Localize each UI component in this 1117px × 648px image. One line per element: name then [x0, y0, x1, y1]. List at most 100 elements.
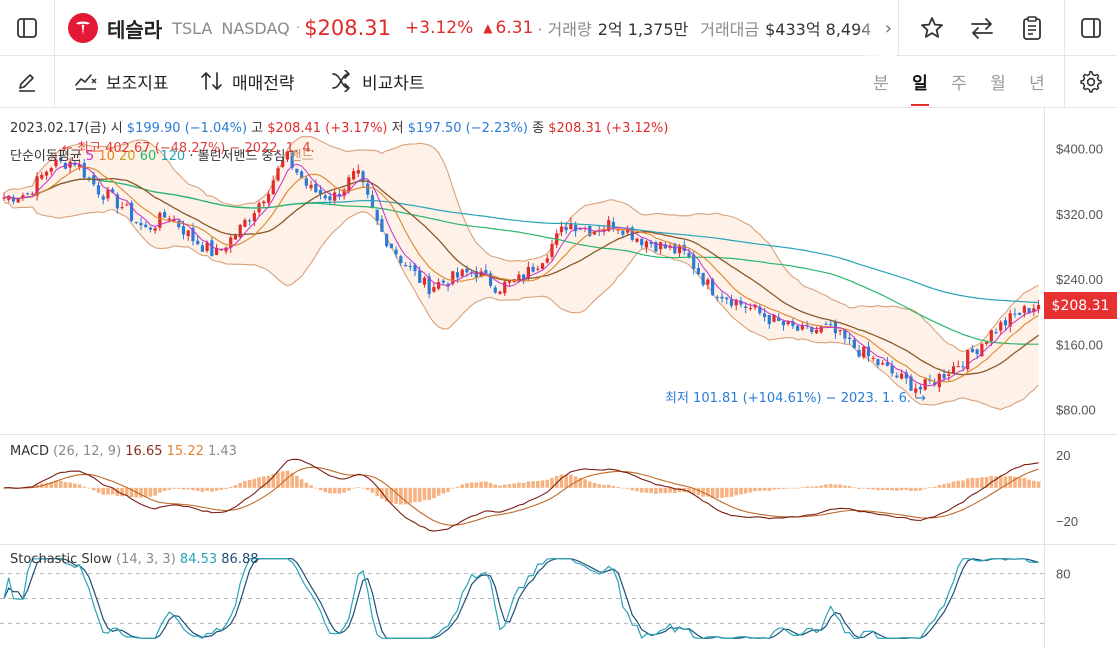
candle-body: [838, 330, 842, 332]
candle: [715, 295, 719, 302]
macd-histogram-bar: [1027, 479, 1031, 488]
macd-histogram-bar: [110, 487, 115, 495]
more-info-button[interactable]: ›: [856, 0, 896, 56]
macd-histogram-bar: [564, 474, 568, 488]
candle-body: [432, 287, 436, 292]
candle-body: [592, 231, 597, 235]
candle-body: [351, 171, 356, 180]
macd-histogram-bar: [814, 486, 819, 488]
switch-button[interactable]: [955, 0, 1009, 56]
candle: [158, 211, 162, 232]
macd-histogram-bar: [271, 474, 276, 488]
candle-body: [460, 269, 464, 277]
macd-histogram-bar: [621, 487, 625, 489]
candle-body: [1008, 313, 1012, 327]
price-axis-tick-label: $160.00: [1056, 337, 1103, 352]
candle-body: [881, 363, 885, 365]
amount-label: 거래대금: [700, 20, 760, 39]
high-value: $208.41 (+3.17%): [267, 121, 388, 136]
period-tab-month[interactable]: 월: [990, 73, 1006, 94]
macd-histogram-bar: [852, 487, 857, 488]
right-panel-toggle-button[interactable]: [1064, 0, 1117, 56]
macd-histogram-bar: [578, 477, 583, 488]
macd-histogram-bar: [120, 487, 124, 497]
candle: [342, 187, 346, 200]
candle-body: [96, 185, 101, 195]
ma5-label: 5: [85, 149, 95, 164]
separator-dot: ·: [295, 20, 301, 36]
candle: [961, 361, 965, 371]
candle-body: [125, 204, 129, 206]
macd-histogram-bar: [635, 487, 639, 492]
candle-body: [607, 220, 611, 231]
candle-body: [767, 315, 771, 325]
candle: [909, 374, 913, 392]
macd-histogram-bar: [158, 487, 162, 493]
chart-settings-button[interactable]: [1064, 56, 1117, 108]
compare-button[interactable]: 비교차트: [330, 56, 425, 106]
draw-button[interactable]: [0, 56, 54, 108]
sidebar-panel-icon: [17, 18, 37, 38]
candle-body: [829, 324, 833, 326]
ma5-line: [3, 162, 1039, 387]
candle-body: [229, 237, 233, 248]
candle-body: [309, 184, 313, 189]
period-tab-minute[interactable]: 분: [873, 73, 889, 94]
candle-body: [484, 270, 488, 274]
candle-body: [11, 197, 16, 202]
pencil-icon: [19, 74, 35, 92]
high-label: 고: [251, 121, 264, 136]
candle: [640, 237, 644, 249]
candle-body: [781, 321, 786, 326]
clipboard-icon: [1023, 16, 1041, 40]
candle-body: [153, 228, 157, 231]
macd-histogram-bar: [668, 487, 672, 493]
compare-arrows-icon: [332, 70, 350, 92]
bollinger-upper-line: [3, 136, 1039, 353]
candle: [649, 239, 653, 248]
memo-button[interactable]: [1005, 0, 1059, 56]
macd-histogram-bar: [224, 487, 228, 489]
strategy-label: 매매전략: [232, 73, 295, 94]
candle-body: [800, 324, 804, 330]
macd-histogram-bar: [772, 487, 776, 490]
favorite-button[interactable]: [905, 0, 959, 56]
candle: [101, 194, 105, 205]
candle-body: [233, 235, 238, 240]
macd-histogram-bar: [276, 472, 280, 488]
candle: [21, 192, 25, 201]
macd-axis-tick-label: 20: [1056, 448, 1070, 463]
indicator-legend: 단순이동평균 5 10 20 60 120 · 볼린저밴드 중심 밴드: [10, 145, 314, 164]
macd-histogram-bar: [611, 485, 616, 488]
candle-body: [408, 265, 412, 267]
candle-body: [890, 365, 894, 374]
sidebar-toggle-button[interactable]: [0, 0, 54, 56]
candle-body: [158, 212, 162, 228]
macd-histogram-bar: [828, 483, 833, 488]
candle: [418, 266, 422, 284]
macd-histogram-bar: [432, 487, 436, 499]
period-tab-year[interactable]: 년: [1029, 73, 1045, 94]
candle: [441, 278, 445, 285]
candle-body: [73, 162, 77, 166]
indicators-button[interactable]: 보조지표: [74, 56, 169, 106]
candle-body: [522, 274, 526, 281]
candle: [824, 321, 828, 326]
candle-body: [300, 171, 304, 179]
strategy-button[interactable]: 매매전략: [200, 56, 295, 106]
candle-body: [791, 321, 795, 326]
period-tab-day[interactable]: 일: [901, 56, 939, 106]
candle-body: [266, 193, 271, 203]
period-tab-week[interactable]: 주: [951, 73, 967, 94]
macd-histogram-value: 1.43: [208, 444, 237, 459]
candle: [413, 262, 417, 277]
candle: [361, 169, 365, 188]
macd-histogram-bar: [68, 482, 72, 488]
candle-body: [857, 349, 861, 357]
macd-histogram-bar: [909, 487, 913, 491]
candle: [871, 355, 875, 362]
macd-histogram-bar: [904, 487, 909, 491]
macd-value: 16.65: [125, 444, 163, 459]
stock-chart[interactable]: $400.00 $320.00 $240.00 $160.00 $80.00 20 −20 8…: [0, 108, 1117, 648]
candle: [890, 360, 894, 377]
